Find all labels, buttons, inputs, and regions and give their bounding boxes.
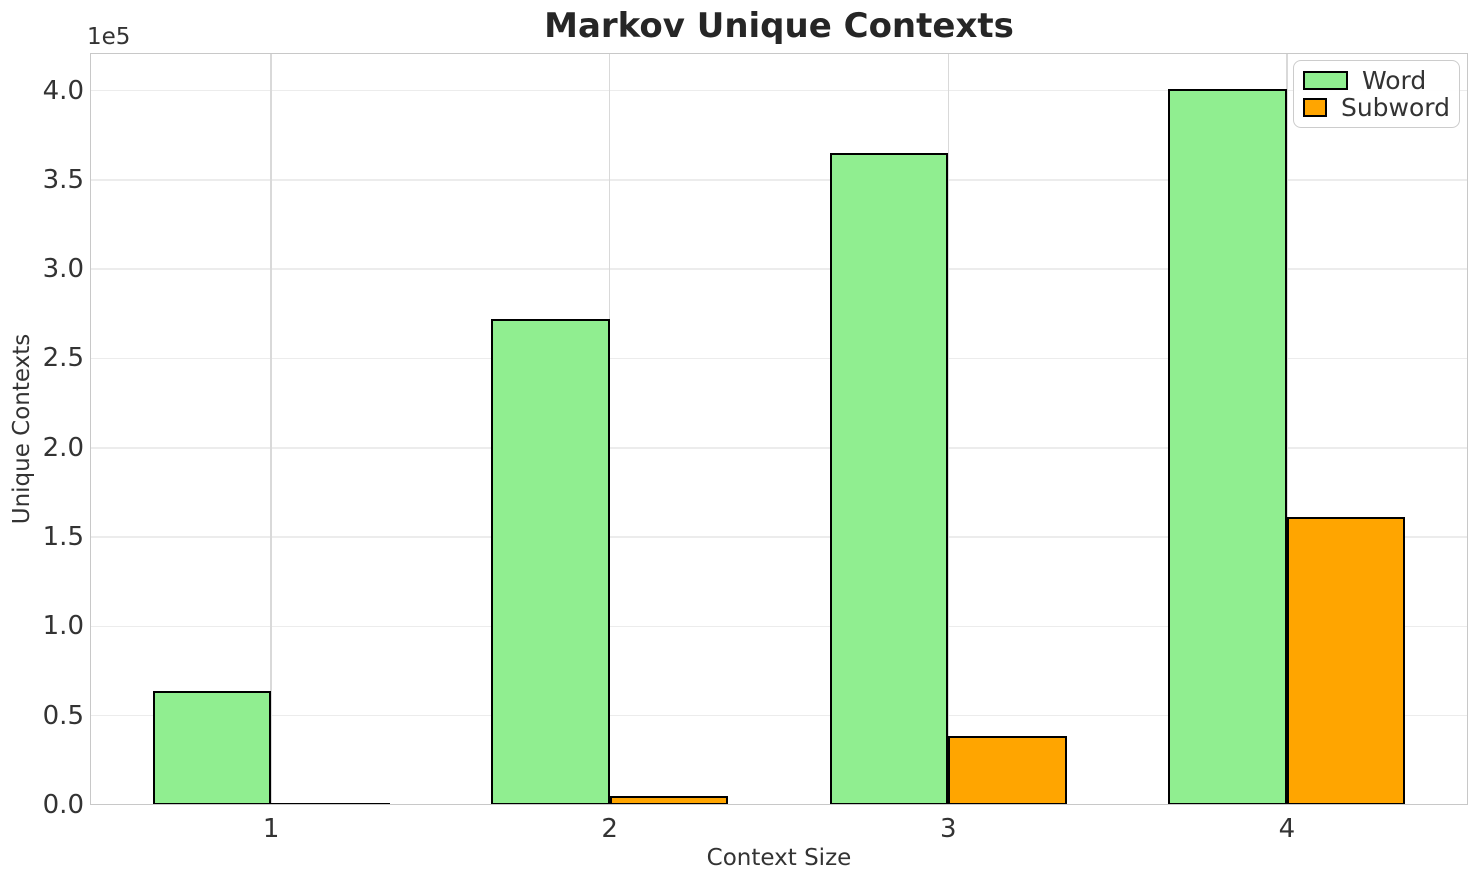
y-tick-label-0.0: 0.0 xyxy=(42,790,84,820)
bar-subword-3 xyxy=(948,736,1067,805)
x-tick-label-1: 1 xyxy=(262,814,280,844)
gridline-vertical xyxy=(608,53,611,805)
gridline-horizontal xyxy=(90,357,1468,360)
gridline-horizontal xyxy=(90,536,1468,538)
gridline-vertical xyxy=(947,53,950,805)
gridline-horizontal xyxy=(90,625,1468,628)
y-tick-label-1.5: 1.5 xyxy=(42,522,84,553)
plot-area xyxy=(90,53,1468,805)
bar-subword-2 xyxy=(609,796,729,805)
gridline-horizontal xyxy=(90,714,1468,717)
y-tick-label-4.0: 4.0 xyxy=(42,75,84,106)
y-tick-label-2.0: 2.0 xyxy=(42,432,84,463)
gridline-horizontal xyxy=(90,179,1468,181)
legend-swatch-subword xyxy=(1303,98,1327,117)
bar-subword-4 xyxy=(1286,517,1406,805)
y-tick-label-1.0: 1.0 xyxy=(42,611,84,642)
x-tick-label-3: 3 xyxy=(940,814,957,844)
gridline-vertical xyxy=(270,53,272,805)
legend-item-subword: Subword xyxy=(1303,95,1450,120)
y-tick-label-2.5: 2.5 xyxy=(42,343,84,374)
legend-label-word: Word xyxy=(1362,66,1427,95)
legend-item-word: Word xyxy=(1303,68,1450,93)
gridline-vertical xyxy=(1286,53,1288,805)
bar-word-1 xyxy=(152,690,272,805)
y-axis-offset-label: 1e5 xyxy=(87,24,131,50)
x-tick-label-4: 4 xyxy=(1278,814,1296,844)
legend-label-subword: Subword xyxy=(1340,93,1450,122)
x-tick-label-2: 2 xyxy=(601,814,618,844)
legend-swatch-word xyxy=(1303,71,1348,90)
x-axis-label: Context Size xyxy=(706,845,852,871)
y-tick-label-3.5: 3.5 xyxy=(42,164,84,195)
y-tick-label-3.0: 3.0 xyxy=(42,254,84,285)
y-tick-label-0.5: 0.5 xyxy=(42,700,84,731)
bar-word-3 xyxy=(829,153,949,805)
y-axis-label: Unique Contexts xyxy=(9,333,35,525)
gridline-horizontal xyxy=(90,89,1468,92)
legend: Word Subword xyxy=(1293,60,1460,128)
bar-word-2 xyxy=(491,319,610,805)
gridline-horizontal xyxy=(90,268,1468,270)
chart-title: Markov Unique Contexts xyxy=(544,6,1014,46)
gridline-horizontal xyxy=(90,447,1468,449)
bar-word-4 xyxy=(1168,88,1287,805)
bar-subword-1 xyxy=(271,803,390,805)
